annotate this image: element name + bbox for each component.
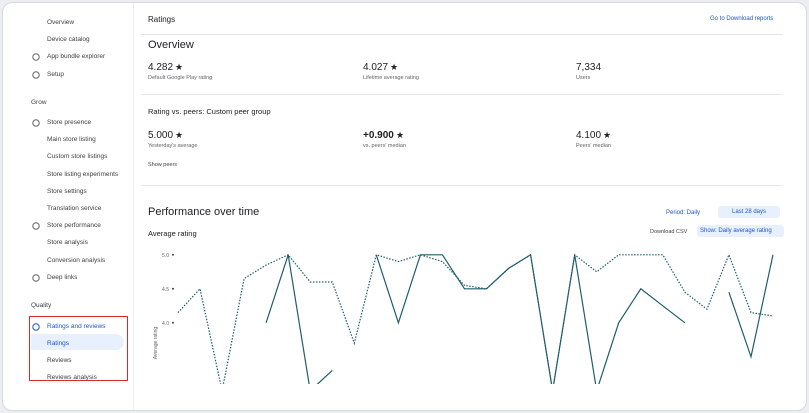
stat-value: 4.100 bbox=[576, 130, 602, 141]
download-csv[interactable]: Download CSV bbox=[650, 229, 688, 235]
star-icon: ★ bbox=[396, 130, 405, 140]
tick-mark bbox=[172, 253, 174, 256]
stat-label: Lifetime average rating bbox=[363, 75, 419, 81]
chart: Average rating 5.0 4.5 4.0 bbox=[32, 53, 774, 384]
nav-item[interactable]: Store presence bbox=[47, 119, 92, 126]
highlight-box bbox=[29, 316, 128, 381]
nav-section: Quality bbox=[31, 302, 52, 309]
nav-item[interactable]: App bundle explorer bbox=[47, 53, 106, 60]
show-select[interactable]: Show: Daily average rating bbox=[697, 225, 784, 237]
nav-section: Grow bbox=[31, 99, 47, 106]
nav-item[interactable]: Deep links bbox=[47, 273, 78, 281]
stat-value: 7,334 bbox=[576, 62, 602, 73]
divider bbox=[141, 94, 783, 95]
show-peers[interactable]: Show peers bbox=[148, 162, 178, 168]
stat-value: 4.027 bbox=[363, 62, 389, 73]
sidebar bbox=[3, 3, 134, 410]
nav-item[interactable]: Setup bbox=[47, 71, 64, 78]
star-icon: ★ bbox=[390, 62, 399, 72]
stat-label: Peers' median bbox=[576, 143, 611, 149]
nav-item[interactable]: Ratings and reviews bbox=[47, 323, 106, 330]
nav-item[interactable]: Store listing experiments bbox=[47, 170, 119, 178]
tick-mark bbox=[172, 287, 174, 290]
stat-label: Default Google Play rating bbox=[148, 75, 213, 81]
nav-item[interactable]: Store analysis bbox=[47, 239, 88, 247]
section-title: Rating vs. peers: Custom peer group bbox=[148, 107, 271, 116]
y-tick-label: 5.0 bbox=[162, 253, 169, 259]
data-line bbox=[265, 253, 774, 384]
nav-item[interactable]: Conversion analysis bbox=[47, 256, 106, 264]
stat-label: vs. peers' median bbox=[363, 143, 406, 149]
section-title: Performance over time bbox=[148, 206, 260, 218]
section-title: Overview bbox=[148, 39, 194, 51]
divider bbox=[141, 185, 783, 186]
nav-icon bbox=[32, 53, 40, 61]
y-tick-label: 4.5 bbox=[162, 287, 169, 293]
star-icon: ★ bbox=[175, 130, 184, 140]
divider bbox=[141, 34, 783, 35]
nav-icon bbox=[32, 71, 40, 79]
nav-icon bbox=[32, 323, 40, 331]
data-line bbox=[177, 253, 774, 384]
stat-value: +0.900 bbox=[363, 130, 394, 141]
nav-item[interactable]: Store performance bbox=[47, 222, 101, 230]
stat-value: 4.282 bbox=[148, 62, 174, 73]
nav-item[interactable]: Ratings bbox=[47, 340, 70, 347]
tick-mark bbox=[172, 321, 174, 324]
download-link[interactable]: Go to Download reports bbox=[710, 16, 774, 22]
nav-icon bbox=[32, 119, 40, 127]
nav-item[interactable]: Reviews bbox=[47, 357, 72, 364]
stat-value: 5.000 bbox=[148, 130, 174, 141]
nav-item[interactable]: Overview bbox=[47, 19, 75, 26]
nav-item[interactable]: Translation service bbox=[47, 205, 102, 212]
nav-icon bbox=[32, 274, 40, 282]
y-axis-label: Average rating bbox=[153, 327, 159, 360]
nav-item[interactable]: Custom store listings bbox=[47, 153, 108, 161]
nav-icon bbox=[32, 222, 40, 230]
nav-item[interactable]: Main store listing bbox=[47, 136, 96, 144]
period-select[interactable]: Period: Daily bbox=[666, 210, 701, 216]
range-select[interactable]: Last 28 days bbox=[718, 206, 781, 218]
stat-label: Users bbox=[576, 75, 591, 81]
selected-item-bg bbox=[31, 334, 124, 350]
y-tick-label: 4.0 bbox=[162, 321, 169, 327]
star-icon: ★ bbox=[603, 130, 612, 140]
page-title: Ratings bbox=[148, 15, 176, 24]
nav-item[interactable]: Reviews analysis bbox=[47, 374, 97, 381]
chart-subtitle: Average rating bbox=[148, 229, 197, 238]
star-icon: ★ bbox=[175, 62, 184, 72]
nav-item[interactable]: Device catalog bbox=[47, 36, 90, 43]
stat-label: Yesterday's average bbox=[148, 143, 198, 149]
nav-item[interactable]: Store settings bbox=[47, 187, 87, 195]
